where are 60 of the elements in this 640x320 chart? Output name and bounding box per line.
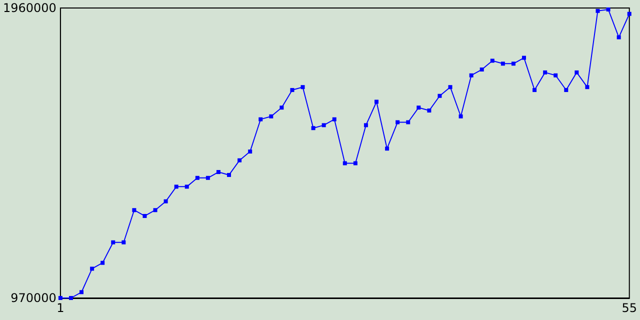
point [532, 88, 537, 92]
point [564, 88, 568, 92]
point [269, 114, 274, 118]
point [385, 146, 390, 151]
point [416, 106, 421, 110]
point [438, 94, 442, 98]
point [132, 208, 136, 212]
line-series [58, 7, 632, 300]
point [238, 158, 242, 162]
point [554, 73, 558, 78]
point [153, 208, 158, 212]
x-tick-label: 55 [622, 301, 638, 315]
point [280, 106, 284, 110]
point [490, 58, 494, 63]
point [596, 8, 600, 13]
point [606, 7, 610, 12]
point [374, 100, 379, 104]
point [111, 240, 116, 244]
point [353, 161, 358, 166]
y-tick-label: 1960000 [2, 1, 56, 15]
point [448, 85, 452, 90]
point [311, 126, 316, 130]
point [585, 85, 590, 90]
point [58, 296, 62, 300]
point [427, 108, 432, 113]
point [258, 117, 263, 122]
point [142, 214, 147, 218]
point [206, 176, 210, 180]
point [627, 12, 632, 16]
point [227, 172, 232, 177]
point [511, 62, 516, 66]
point [300, 85, 305, 90]
point [406, 120, 410, 124]
point [248, 150, 252, 154]
point [68, 296, 73, 300]
point [364, 123, 368, 128]
point [458, 114, 463, 118]
point [195, 176, 200, 180]
point [469, 73, 474, 78]
point [522, 56, 526, 60]
point [332, 117, 336, 122]
point [216, 170, 220, 174]
y-tick-label: 970000 [10, 291, 56, 305]
point [100, 260, 105, 265]
point [122, 240, 126, 244]
point [543, 70, 548, 74]
point [184, 184, 189, 189]
point [90, 266, 94, 271]
point [616, 35, 621, 40]
point [396, 120, 400, 124]
x-tick-label: 1 [56, 301, 64, 315]
point [342, 161, 347, 166]
point [290, 88, 294, 92]
point [174, 184, 178, 189]
point [322, 123, 326, 128]
point [164, 199, 168, 204]
point [80, 290, 84, 294]
point [480, 68, 484, 72]
point [574, 70, 579, 74]
point [500, 62, 505, 66]
